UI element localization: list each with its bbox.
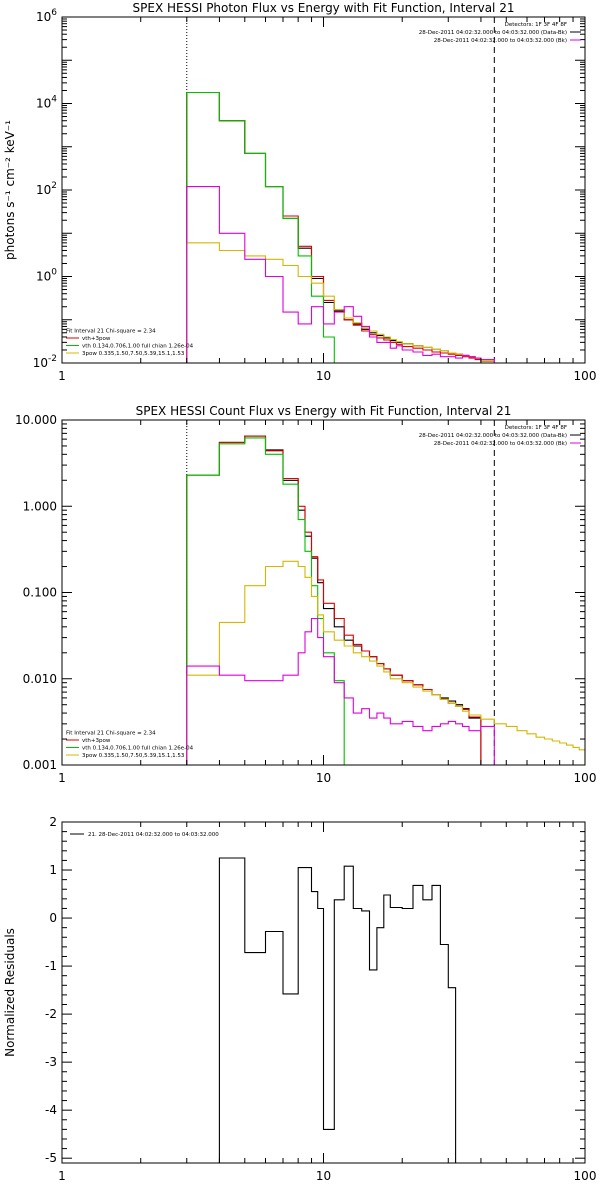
y-tick-label: 0.010 [23, 672, 57, 686]
legend-entry-tr: Detectors: 1F 3F 4F 8F [505, 425, 567, 431]
series-line-data [186, 857, 463, 1163]
y-axis-label: Normalized Residuals [3, 928, 17, 1057]
series-line-data [186, 91, 495, 363]
series-line-3pow [186, 242, 560, 363]
series-group [186, 91, 560, 363]
y-tick-label: -5 [45, 1151, 57, 1165]
y-tick-label: 1 [49, 863, 57, 877]
legend-entry-bl: 3pow 0.335,1.50,7.50,5.39,15.1,1.53 [82, 351, 185, 357]
y-tick-label: 10-2 [33, 354, 57, 370]
y-tick-exponent: 4 [51, 95, 57, 105]
y-tick-label: -1 [45, 959, 57, 973]
y-tick-label: 0.001 [23, 758, 57, 772]
legend-entry-tr: 28-Dec-2011 04:02:32.000 to 04:03:32.000… [434, 441, 567, 447]
y-tick-label: 104 [36, 95, 57, 111]
legend-entry-tr: Detectors: 1F 3F 4F 8F [505, 22, 567, 28]
y-axis-label: photons s⁻¹ cm⁻² keV⁻¹ [3, 120, 17, 260]
legend-entry-tl: 21. 28-Dec-2011 04:02:32.000 to 04:03:32… [88, 832, 219, 838]
legend-entry-bl: 3pow 0.335,1.50,7.50,5.39,15.1,1.53 [82, 753, 185, 759]
series-line-vth [186, 437, 585, 765]
series-line-Bk [186, 186, 495, 363]
legend-entry-bl: vth 0.134,0.706,1.00 full chian 1.26e-04 [82, 746, 194, 752]
y-tick-exponent: 6 [51, 8, 57, 18]
legend-entry-tr: 28-Dec-2011 04:02:32.000 to 04:03:32.000… [419, 433, 567, 439]
series-line-vth+3pow [186, 435, 482, 765]
y-tick-label: 0.100 [23, 586, 57, 600]
y-tick-label: 100 [36, 268, 57, 284]
x-tick-label: 100 [574, 369, 597, 383]
y-tick-label: -4 [45, 1103, 57, 1117]
x-tick-label: 1 [58, 1169, 66, 1183]
chart-title: SPEX HESSI Count Flux vs Energy with Fit… [136, 404, 512, 418]
legend-entry-bl: Fit Interval 21 Chi-square = 2.34 [66, 731, 156, 737]
legend-entry-bl: vth 0.134,0.706,1.00 full chian 1.26e-04 [82, 344, 194, 350]
legend-entry-tr: 28-Dec-2011 04:02:32.000 to 04:03:32.000… [419, 30, 567, 36]
legend-entry-bl: vth+3pow [82, 336, 111, 342]
legend-entry-tr: 28-Dec-2011 04:02:32.000 to 04:03:32.000… [434, 38, 567, 44]
series-line-data [186, 435, 482, 765]
chart-panel-2: SPEX HESSI Count Flux vs Energy with Fit… [15, 404, 596, 785]
y-tick-label: 102 [36, 181, 57, 197]
x-tick-label: 10 [316, 1169, 331, 1183]
x-tick-label: 1 [58, 771, 66, 785]
series-group [186, 435, 585, 765]
series-group [186, 857, 463, 1163]
y-tick-exponent: 2 [51, 181, 57, 191]
series-line-vth [186, 91, 560, 363]
y-tick-label: 10.000 [15, 413, 57, 427]
chart-title: SPEX HESSI Photon Flux vs Energy with Fi… [133, 1, 515, 15]
x-tick-label: 1 [58, 369, 66, 383]
y-tick-label: -2 [45, 1007, 57, 1021]
y-tick-label: 0 [49, 911, 57, 925]
x-tick-label: 100 [574, 771, 597, 785]
series-line-Bk [186, 617, 495, 765]
x-tick-label: 10 [316, 369, 331, 383]
chart-panel-1: SPEX HESSI Photon Flux vs Energy with Fi… [3, 1, 596, 383]
y-tick-label: 106 [36, 8, 57, 24]
y-tick-exponent: -2 [48, 354, 57, 364]
y-tick-label: 2 [49, 815, 57, 829]
x-tick-label: 10 [316, 771, 331, 785]
y-tick-exponent: 0 [51, 268, 57, 278]
x-tick-label: 100 [574, 1169, 597, 1183]
y-tick-label: 1.000 [23, 499, 57, 513]
series-line-vth+3pow [186, 91, 495, 363]
legend-entry-bl: vth+3pow [82, 738, 111, 744]
series-line-3pow [186, 560, 585, 765]
y-tick-label: -3 [45, 1055, 57, 1069]
legend-entry-bl: Fit Interval 21 Chi-square = 2.34 [66, 329, 156, 335]
